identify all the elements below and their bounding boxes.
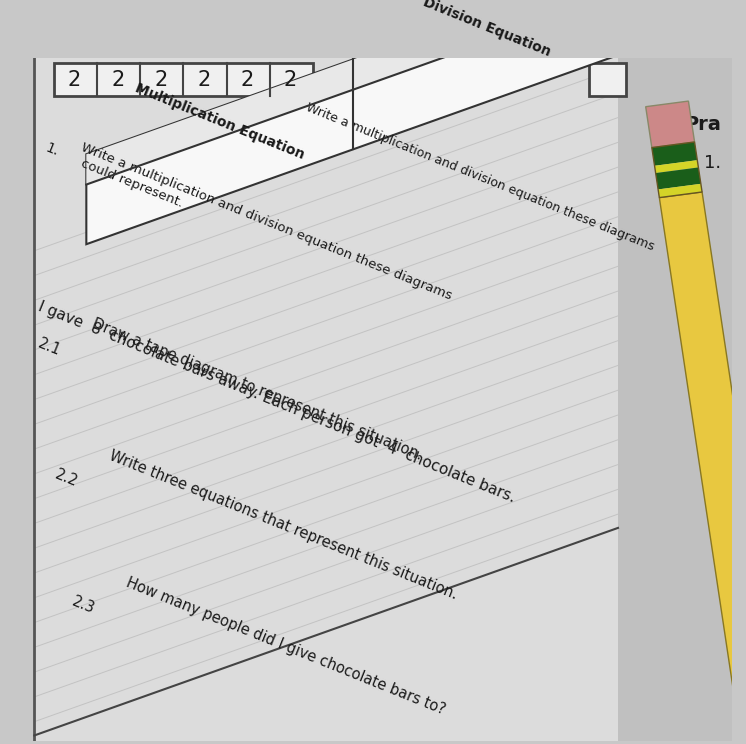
Polygon shape: [736, 701, 746, 744]
Bar: [34, 58, 628, 741]
Polygon shape: [87, 0, 621, 244]
Polygon shape: [652, 142, 698, 166]
Bar: [54, 63, 313, 96]
Text: 1.: 1.: [704, 154, 721, 173]
Text: Pra: Pra: [685, 115, 721, 134]
Text: 2: 2: [240, 69, 254, 89]
Text: Write a multiplication and division equation these diagrams: Write a multiplication and division equa…: [304, 101, 656, 254]
Text: Draw a tape diagram to represent this situation.: Draw a tape diagram to represent this si…: [90, 316, 424, 464]
Polygon shape: [659, 192, 746, 707]
Text: 1.: 1.: [44, 141, 61, 158]
Text: Division Equation: Division Equation: [421, 0, 553, 59]
Text: 2: 2: [154, 69, 168, 89]
Bar: [589, 63, 626, 96]
Bar: [618, 58, 732, 741]
Text: could represent.: could represent.: [78, 157, 184, 210]
Text: 2: 2: [68, 69, 81, 89]
Text: 2: 2: [283, 69, 297, 89]
Text: 2.2: 2.2: [53, 467, 81, 490]
Text: 2: 2: [111, 69, 125, 89]
Text: 2.1: 2.1: [36, 336, 63, 358]
Text: 2.3: 2.3: [70, 594, 97, 617]
Text: How many people did I give chocolate bars to?: How many people did I give chocolate bar…: [124, 575, 448, 717]
Text: Write a multiplication and division equation these diagrams: Write a multiplication and division equa…: [78, 141, 454, 302]
Polygon shape: [654, 160, 698, 173]
Polygon shape: [87, 0, 621, 185]
Text: Multiplication Equation: Multiplication Equation: [133, 82, 307, 162]
Polygon shape: [658, 184, 702, 198]
Text: I gave  8  chocolate bars away. Each person got  4  chocolate bars.: I gave 8 chocolate bars away. Each perso…: [36, 299, 517, 505]
Text: 2: 2: [198, 69, 210, 89]
Text: Write three equations that represent this situation.: Write three equations that represent thi…: [107, 448, 460, 602]
Polygon shape: [646, 101, 695, 147]
Polygon shape: [656, 167, 700, 190]
